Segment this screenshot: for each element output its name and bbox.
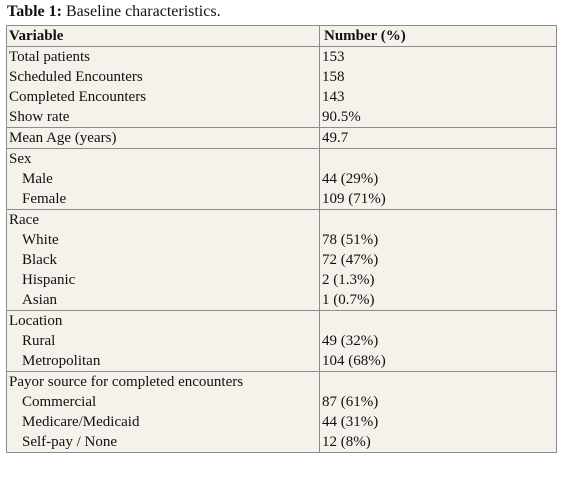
payor-commercial-label: Commercial bbox=[22, 394, 97, 410]
completed-encounters-value: 143 bbox=[322, 89, 345, 105]
race-asian-value: 1 (0.7%) bbox=[322, 292, 375, 308]
race-white-label: White bbox=[22, 232, 59, 248]
header-variable: Variable bbox=[6, 25, 320, 47]
race-hispanic-label: Hispanic bbox=[22, 272, 76, 288]
payor-medicare-medicaid-label: Medicare/Medicaid bbox=[22, 414, 140, 430]
location-title: Location bbox=[9, 313, 63, 329]
baseline-characteristics-table: Variable Number (%) Total patients Sched… bbox=[6, 25, 557, 453]
table-row-race: Race White Black Hispanic Asian 78 (51%)… bbox=[6, 209, 557, 311]
payor-self-pay-label: Self-pay / None bbox=[22, 434, 117, 450]
race-asian-label: Asian bbox=[22, 292, 57, 308]
race-values-cell: 78 (51%) 72 (47%) 2 (1.3%) 1 (0.7%) bbox=[319, 209, 557, 311]
table-row-sex: Sex Male Female 44 (29%) 109 (71%) bbox=[6, 148, 557, 210]
header-number-percent: Number (%) bbox=[319, 25, 557, 47]
sex-values-cell: 44 (29%) 109 (71%) bbox=[319, 148, 557, 210]
table-row-payor: Payor source for completed encounters Co… bbox=[6, 371, 557, 453]
table-caption-label: Table 1: bbox=[7, 3, 62, 20]
scheduled-encounters-value: 158 bbox=[322, 69, 345, 85]
location-labels-cell: Location Rural Metropolitan bbox=[6, 310, 320, 372]
mean-age-value: 49.7 bbox=[319, 127, 557, 149]
sex-male-label: Male bbox=[22, 171, 53, 187]
location-rural-label: Rural bbox=[22, 333, 56, 349]
show-rate-value: 90.5% bbox=[322, 109, 361, 125]
payor-commercial-value: 87 (61%) bbox=[322, 394, 379, 410]
total-patients-label: Total patients bbox=[9, 49, 91, 65]
payor-self-pay-value: 12 (8%) bbox=[322, 434, 371, 450]
scheduled-encounters-label: Scheduled Encounters bbox=[9, 69, 143, 85]
completed-encounters-label: Completed Encounters bbox=[9, 89, 147, 105]
race-white-value: 78 (51%) bbox=[322, 232, 379, 248]
payor-labels-cell: Payor source for completed encounters Co… bbox=[6, 371, 320, 453]
race-black-label: Black bbox=[22, 252, 57, 268]
header-row: Variable Number (%) bbox=[6, 25, 557, 47]
encounters-values-cell: 153 158 143 90.5% bbox=[319, 46, 557, 128]
mean-age-label: Mean Age (years) bbox=[6, 127, 320, 149]
race-title: Race bbox=[9, 212, 39, 228]
sex-title: Sex bbox=[9, 151, 32, 167]
sex-male-value: 44 (29%) bbox=[322, 171, 379, 187]
sex-labels-cell: Sex Male Female bbox=[6, 148, 320, 210]
encounters-labels-cell: Total patients Scheduled Encounters Comp… bbox=[6, 46, 320, 128]
location-values-cell: 49 (32%) 104 (68%) bbox=[319, 310, 557, 372]
table-caption-text: Baseline characteristics. bbox=[61, 3, 221, 20]
payor-medicare-medicaid-value: 44 (31%) bbox=[322, 414, 379, 430]
sex-female-label: Female bbox=[22, 191, 67, 207]
total-patients-value: 153 bbox=[322, 49, 345, 65]
race-hispanic-value: 2 (1.3%) bbox=[322, 272, 375, 288]
table-row-mean-age: Mean Age (years) 49.7 bbox=[6, 127, 557, 149]
table-row-location: Location Rural Metropolitan 49 (32%) 104… bbox=[6, 310, 557, 372]
sex-female-value: 109 (71%) bbox=[322, 191, 386, 207]
race-black-value: 72 (47%) bbox=[322, 252, 379, 268]
payor-values-cell: 87 (61%) 44 (31%) 12 (8%) bbox=[319, 371, 557, 453]
location-metropolitan-value: 104 (68%) bbox=[322, 353, 386, 369]
table-caption: Table 1: Baseline characteristics. bbox=[7, 2, 221, 22]
table-row-encounters: Total patients Scheduled Encounters Comp… bbox=[6, 46, 557, 128]
show-rate-label: Show rate bbox=[9, 109, 70, 125]
race-labels-cell: Race White Black Hispanic Asian bbox=[6, 209, 320, 311]
location-rural-value: 49 (32%) bbox=[322, 333, 379, 349]
payor-title: Payor source for completed encounters bbox=[9, 374, 244, 390]
location-metropolitan-label: Metropolitan bbox=[22, 353, 101, 369]
